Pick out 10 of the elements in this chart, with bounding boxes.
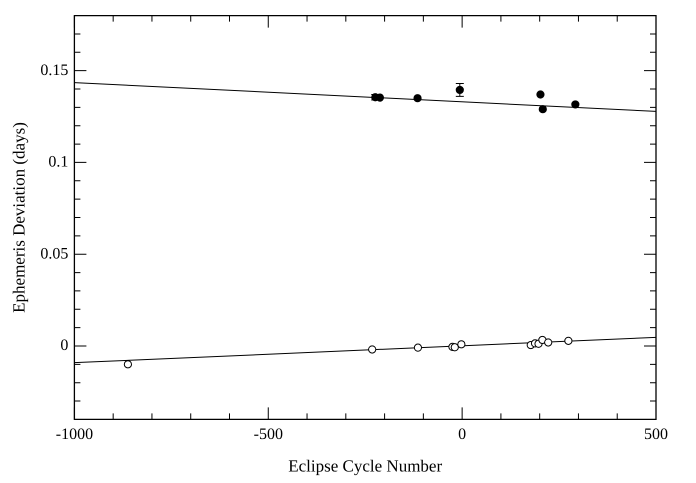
y-tick-label: 0.1 bbox=[48, 154, 68, 171]
x-tick-label: -500 bbox=[254, 426, 283, 444]
x-tick-label: -1000 bbox=[56, 426, 94, 444]
y-tick-label: 0 bbox=[60, 337, 68, 354]
x-tick-label: 0 bbox=[458, 426, 466, 444]
y-tick-label: 0.15 bbox=[40, 62, 68, 79]
x-axis-title: Eclipse Cycle Number bbox=[288, 456, 442, 476]
x-tick-label: 500 bbox=[644, 426, 668, 444]
y-axis-title: Ephemeris Deviation (days) bbox=[10, 122, 29, 313]
y-tick-label: 0.05 bbox=[40, 245, 68, 262]
